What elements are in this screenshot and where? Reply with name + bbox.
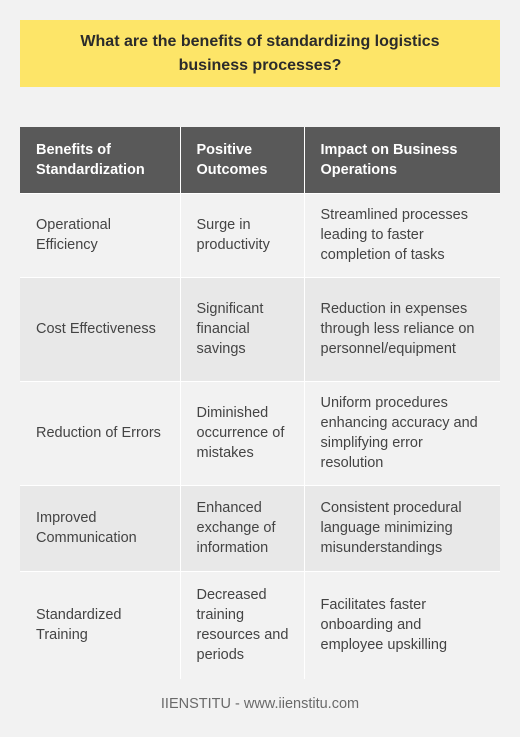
table-row: Improved Communication Enhanced exchange…	[20, 484, 500, 571]
table-cell-benefit: Reduction of Errors	[20, 380, 180, 485]
table-cell-benefit: Cost Effectiveness	[20, 276, 180, 381]
table-row: Operational Efficiency Surge in producti…	[20, 192, 500, 277]
table-cell-impact: Streamlined processes leading to faster …	[303, 192, 500, 277]
table-cell-impact: Consistent procedural language minimizin…	[303, 484, 500, 571]
table-cell-outcome: Significant financial savings	[179, 276, 304, 381]
table-row: Reduction of Errors Diminished occurrenc…	[20, 380, 500, 485]
page-title: What are the benefits of standardizing l…	[80, 32, 440, 74]
table-cell-impact: Facilitates faster onboarding and employ…	[303, 570, 500, 679]
title-banner: What are the benefits of standardizing l…	[20, 20, 500, 87]
table-cell-benefit: Operational Efficiency	[20, 192, 180, 277]
table-cell-impact: Reduction in expenses through less relia…	[303, 276, 500, 381]
table-cell-benefit: Standardized Training	[20, 570, 180, 679]
table-row: Standardized Training Decreased training…	[20, 570, 500, 679]
footer-credit: IIENSTITU - www.iienstitu.com	[160, 696, 360, 712]
table-header-row: Benefits of Standardization Positive Out…	[20, 127, 500, 193]
table-cell-outcome: Diminished occurrence of mistakes	[179, 380, 304, 485]
column-header-benefits: Benefits of Standardization	[20, 127, 180, 193]
table-cell-outcome: Decreased training resources and periods	[179, 570, 304, 679]
table-cell-outcome: Surge in productivity	[179, 192, 304, 277]
table-cell-outcome: Enhanced exchange of information	[179, 484, 304, 571]
column-header-impact: Impact on Business Operations	[303, 127, 500, 193]
column-header-outcomes: Positive Outcomes	[179, 127, 304, 193]
table-row: Cost Effectiveness Significant financial…	[20, 276, 500, 381]
table-cell-impact: Uniform procedures enhancing accuracy an…	[303, 380, 500, 485]
benefits-table: Benefits of Standardization Positive Out…	[20, 127, 500, 679]
table-cell-benefit: Improved Communication	[20, 484, 180, 571]
